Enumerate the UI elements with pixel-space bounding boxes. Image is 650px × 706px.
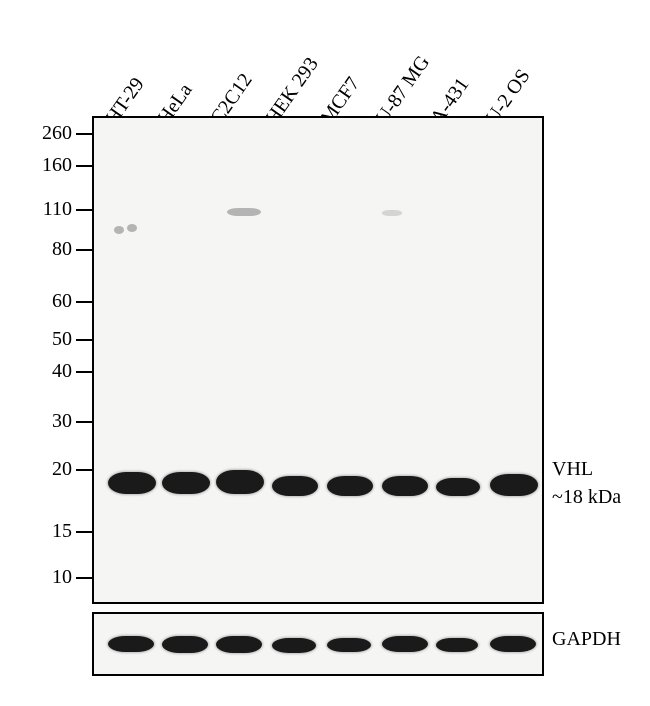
- mw-label: 10: [38, 566, 72, 589]
- mw-tick: [76, 209, 92, 211]
- gapdh-band: [327, 638, 371, 652]
- vhl-band: [327, 476, 373, 496]
- main-blot: [92, 116, 544, 604]
- mw-tick: [76, 133, 92, 135]
- mw-tick: [76, 371, 92, 373]
- mw-label: 50: [38, 328, 72, 351]
- mw-label: 160: [38, 154, 72, 177]
- mw-label: 80: [38, 238, 72, 261]
- gapdh-band: [382, 636, 428, 652]
- gapdh-band: [216, 636, 262, 653]
- vhl-band: [272, 476, 318, 496]
- mw-label: 60: [38, 290, 72, 313]
- mw-tick: [76, 531, 92, 533]
- target-size: ~18 kDa: [552, 486, 621, 509]
- mw-tick: [76, 301, 92, 303]
- gapdh-band: [272, 638, 316, 653]
- mw-tick: [76, 165, 92, 167]
- vhl-band: [382, 476, 428, 496]
- mw-tick: [76, 421, 92, 423]
- loading-label: GAPDH: [552, 628, 621, 651]
- mw-tick: [76, 249, 92, 251]
- vhl-band: [162, 472, 210, 494]
- mw-label: 40: [38, 360, 72, 383]
- mw-tick: [76, 577, 92, 579]
- gapdh-band: [490, 636, 536, 652]
- gapdh-band: [436, 638, 478, 652]
- mw-label: 20: [38, 458, 72, 481]
- mw-label: 260: [38, 122, 72, 145]
- faint-band: [114, 226, 124, 234]
- mw-label: 15: [38, 520, 72, 543]
- gapdh-band: [108, 636, 154, 652]
- faint-band: [227, 208, 261, 216]
- vhl-band: [108, 472, 156, 494]
- vhl-band: [436, 478, 480, 496]
- mw-tick: [76, 339, 92, 341]
- vhl-band: [216, 470, 264, 494]
- target-label: VHL: [552, 458, 593, 481]
- faint-band: [382, 210, 402, 216]
- gapdh-blot: [92, 612, 544, 676]
- gapdh-band: [162, 636, 208, 653]
- faint-band: [127, 224, 137, 232]
- figure-container: HT-29 HeLa C2C12 HEK 293 MCF7 U-87 MG A-…: [0, 0, 650, 706]
- vhl-band: [490, 474, 538, 496]
- mw-label: 110: [38, 198, 72, 221]
- mw-tick: [76, 469, 92, 471]
- mw-label: 30: [38, 410, 72, 433]
